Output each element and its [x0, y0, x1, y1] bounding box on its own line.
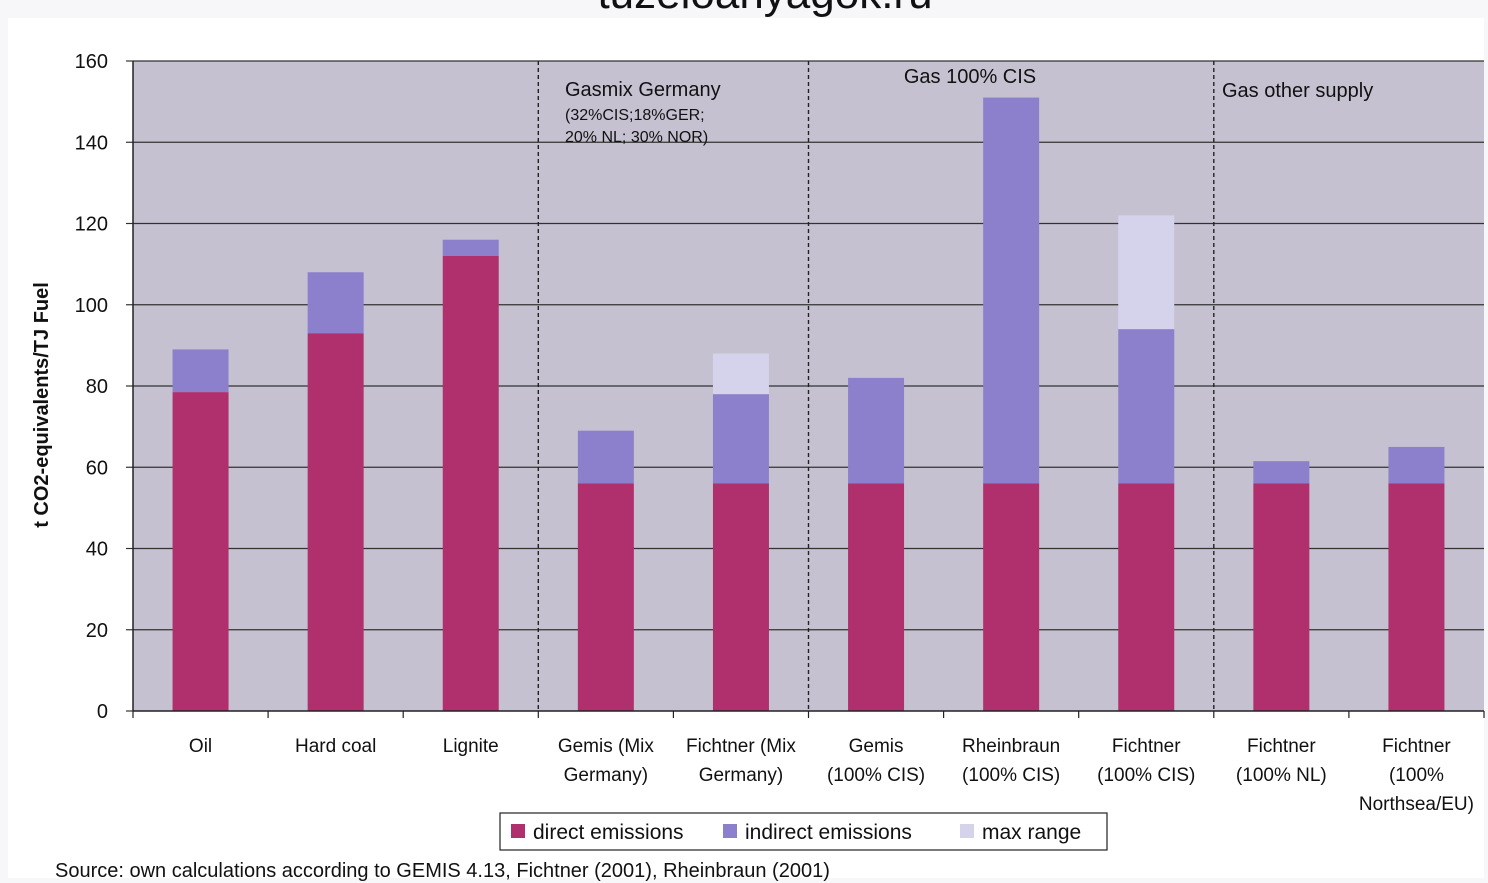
- top-cropped-text: tuzeloanyagok.ru: [597, 0, 932, 18]
- bar-segment: [712, 483, 769, 711]
- x-tick-label: Fichtner: [1382, 736, 1451, 757]
- bar-segment: [1118, 329, 1175, 484]
- x-tick-label: (100% NL): [1236, 765, 1327, 786]
- x-tick-label: (100% CIS): [962, 765, 1060, 786]
- legend-box: [499, 812, 1108, 851]
- legend: direct emissions indirect emissions max ra…: [499, 812, 1108, 851]
- bar-segment: [1118, 215, 1175, 330]
- bar-segment: [172, 392, 229, 711]
- plot-area: 0 20 40 60 80 100 120 140 160 Oil Hard coal Lignite…: [75, 51, 1485, 815]
- y-tick-label: 100: [75, 295, 108, 317]
- legend-swatch: [723, 824, 737, 838]
- legend-swatch: [960, 824, 974, 838]
- y-tick-label: 80: [86, 376, 108, 398]
- bar-segment: [577, 430, 634, 484]
- bar-segment: [1253, 483, 1310, 711]
- bar-segment: [712, 353, 769, 395]
- legend-label: max range: [982, 821, 1081, 844]
- bar-segment: [983, 483, 1040, 711]
- legend-label: indirect emissions: [745, 821, 912, 844]
- x-tick-label: Fichtner: [1247, 736, 1316, 757]
- y-tick-label: 140: [75, 132, 108, 154]
- bar-segment: [1388, 446, 1445, 484]
- x-tick-label: Gemis: [849, 736, 904, 757]
- y-tick-label: 20: [86, 620, 108, 642]
- bar-segment: [442, 239, 499, 256]
- x-tick-label: Fichtner: [1112, 736, 1181, 757]
- group-annotation: Gasmix Germany: [565, 79, 721, 101]
- group-annotation: (32%CIS;18%GER;: [565, 107, 705, 124]
- group-annotation: 20% NL; 30% NOR): [565, 129, 708, 146]
- x-tick-label: Lignite: [443, 736, 499, 757]
- y-axis-label: t CO2-equivalents/TJ Fuel: [31, 282, 53, 528]
- y-tick-label: 120: [75, 214, 108, 236]
- x-tick-label: Rheinbraun: [962, 736, 1060, 757]
- x-tick-label: Oil: [189, 736, 212, 757]
- x-tick-label: Hard coal: [295, 736, 376, 757]
- x-tick-label: (100%: [1389, 765, 1444, 786]
- y-tick-label: 0: [97, 701, 108, 723]
- x-tick-label: Northsea/EU): [1359, 794, 1474, 815]
- source-note: Source: own calculations according to GE…: [55, 860, 830, 882]
- bar-segment: [442, 256, 499, 711]
- x-tick-label: (100% CIS): [827, 765, 925, 786]
- x-tick-label: Germany): [564, 765, 648, 786]
- x-tick-label: Germany): [699, 765, 783, 786]
- y-tick-label: 40: [86, 539, 108, 561]
- group-annotation: Gas other supply: [1222, 80, 1373, 102]
- y-tick-label: 60: [86, 457, 108, 479]
- x-tick-label: (100% CIS): [1097, 765, 1195, 786]
- x-tick-label: Gemis (Mix: [558, 736, 655, 757]
- bar-segment: [1388, 483, 1445, 711]
- y-tick-label: 160: [75, 51, 108, 73]
- bar-segment: [712, 394, 769, 484]
- bar-segment: [848, 377, 905, 484]
- bar-segment: [983, 97, 1040, 484]
- x-tick-label: Fichtner (Mix: [686, 736, 796, 757]
- group-annotation: Gas 100% CIS: [904, 66, 1036, 88]
- legend-label: direct emissions: [533, 821, 684, 844]
- bar-segment: [577, 483, 634, 711]
- bar-segment: [307, 272, 364, 334]
- bar-segment: [1253, 461, 1310, 484]
- legend-swatch: [511, 824, 525, 838]
- bar-segment: [848, 483, 905, 711]
- bar-segment: [307, 333, 364, 711]
- bar-segment: [172, 349, 229, 393]
- bar-segment: [1118, 483, 1175, 711]
